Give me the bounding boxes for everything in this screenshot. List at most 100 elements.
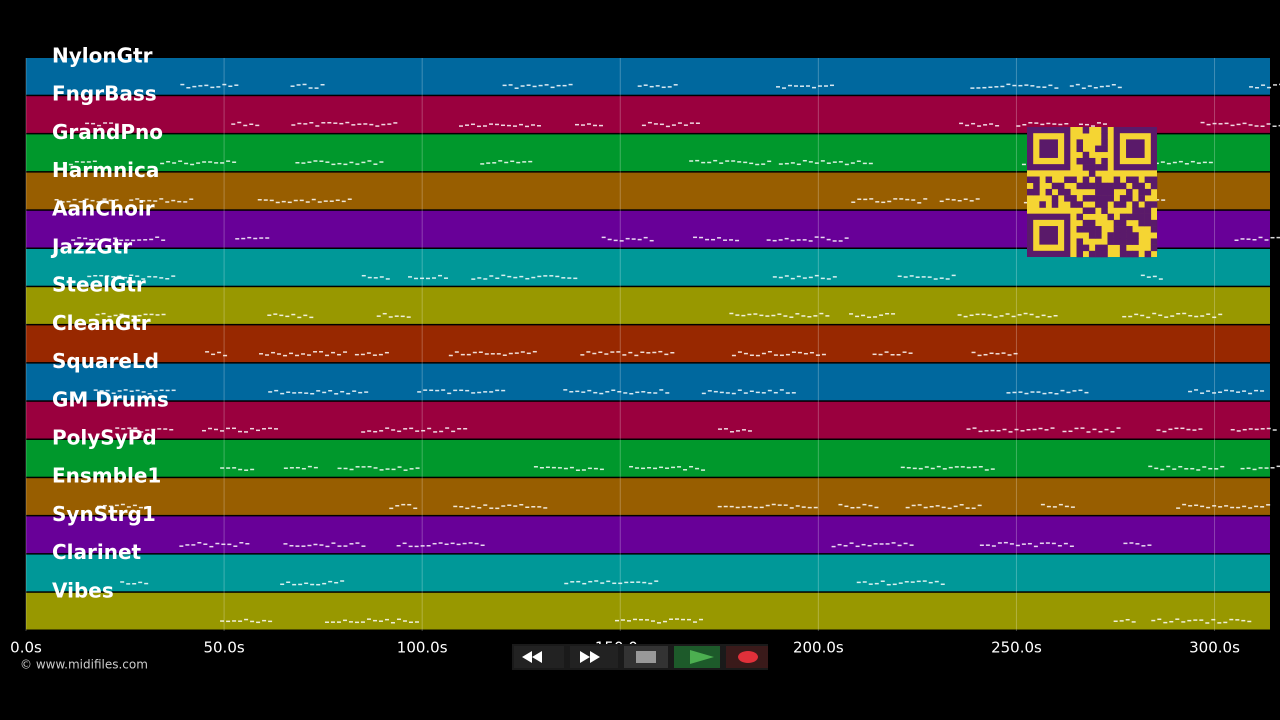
note (178, 160, 183, 162)
note (1218, 506, 1223, 508)
note (773, 354, 778, 356)
note (850, 162, 855, 164)
note (643, 236, 648, 239)
track-name: CleanGtr (52, 311, 151, 335)
note (495, 277, 500, 280)
note (143, 239, 148, 241)
note (397, 466, 402, 468)
note (1084, 391, 1089, 394)
note (1184, 468, 1189, 470)
note (328, 580, 333, 583)
note (677, 122, 682, 124)
note (984, 430, 989, 432)
note (277, 353, 282, 355)
note (772, 239, 777, 242)
qr-module (1088, 195, 1096, 202)
note (249, 427, 254, 430)
note (1012, 84, 1017, 87)
track-name: AahChoir (52, 196, 155, 220)
note (1242, 505, 1247, 508)
note (155, 236, 160, 238)
note (755, 391, 760, 394)
qr-module (1150, 201, 1158, 208)
note (636, 581, 641, 583)
note (717, 505, 722, 508)
note (604, 353, 609, 355)
note (580, 354, 585, 356)
note (90, 199, 95, 202)
note (917, 504, 922, 506)
qr-module (1138, 188, 1145, 196)
qr-module (1101, 244, 1108, 252)
note (856, 160, 861, 162)
note (1104, 428, 1109, 431)
note (904, 581, 909, 583)
note (391, 429, 396, 431)
transport (512, 644, 768, 670)
note (741, 506, 746, 508)
note (625, 237, 630, 240)
note (624, 581, 629, 584)
note (983, 353, 988, 356)
note (825, 315, 830, 317)
note (186, 87, 191, 89)
note (795, 313, 800, 315)
note (510, 160, 515, 163)
note (838, 161, 843, 163)
note (524, 125, 529, 128)
note (500, 124, 505, 127)
note (319, 544, 324, 546)
note (147, 275, 152, 278)
note (767, 160, 772, 163)
note (1230, 506, 1235, 509)
note (525, 506, 530, 509)
note (861, 543, 866, 546)
note (526, 84, 531, 86)
note (723, 428, 728, 430)
note (915, 276, 920, 278)
note (408, 545, 413, 548)
note (214, 162, 219, 164)
qr-module (1144, 250, 1152, 258)
note (114, 199, 119, 201)
note (1178, 160, 1183, 163)
note (179, 545, 184, 547)
track-name: FngrBass (52, 82, 157, 106)
note (204, 84, 209, 87)
note (790, 239, 795, 242)
note (737, 389, 742, 391)
note (89, 239, 94, 241)
qr-module (1132, 213, 1139, 221)
note (1266, 427, 1271, 430)
note (367, 430, 372, 432)
note (373, 430, 378, 433)
note (295, 162, 300, 164)
note (773, 391, 778, 394)
qr-module (1082, 182, 1090, 190)
qr-module (1119, 238, 1127, 245)
qr-module (1113, 238, 1121, 245)
note (1006, 392, 1011, 394)
note (823, 85, 828, 87)
note (1172, 468, 1177, 470)
note (296, 84, 301, 86)
note (161, 239, 166, 241)
note (759, 506, 764, 509)
note (1278, 124, 1280, 127)
note (307, 544, 312, 547)
note (551, 466, 556, 469)
qr-module (1101, 188, 1108, 196)
note (891, 542, 896, 544)
note (345, 121, 350, 124)
qr-module (1119, 244, 1127, 252)
note (820, 236, 825, 239)
note (396, 545, 401, 547)
note (367, 276, 372, 279)
note (670, 351, 675, 354)
note (102, 198, 107, 200)
note (99, 274, 104, 277)
note (298, 391, 303, 394)
note (426, 545, 431, 547)
note (629, 465, 634, 468)
note (468, 542, 473, 544)
